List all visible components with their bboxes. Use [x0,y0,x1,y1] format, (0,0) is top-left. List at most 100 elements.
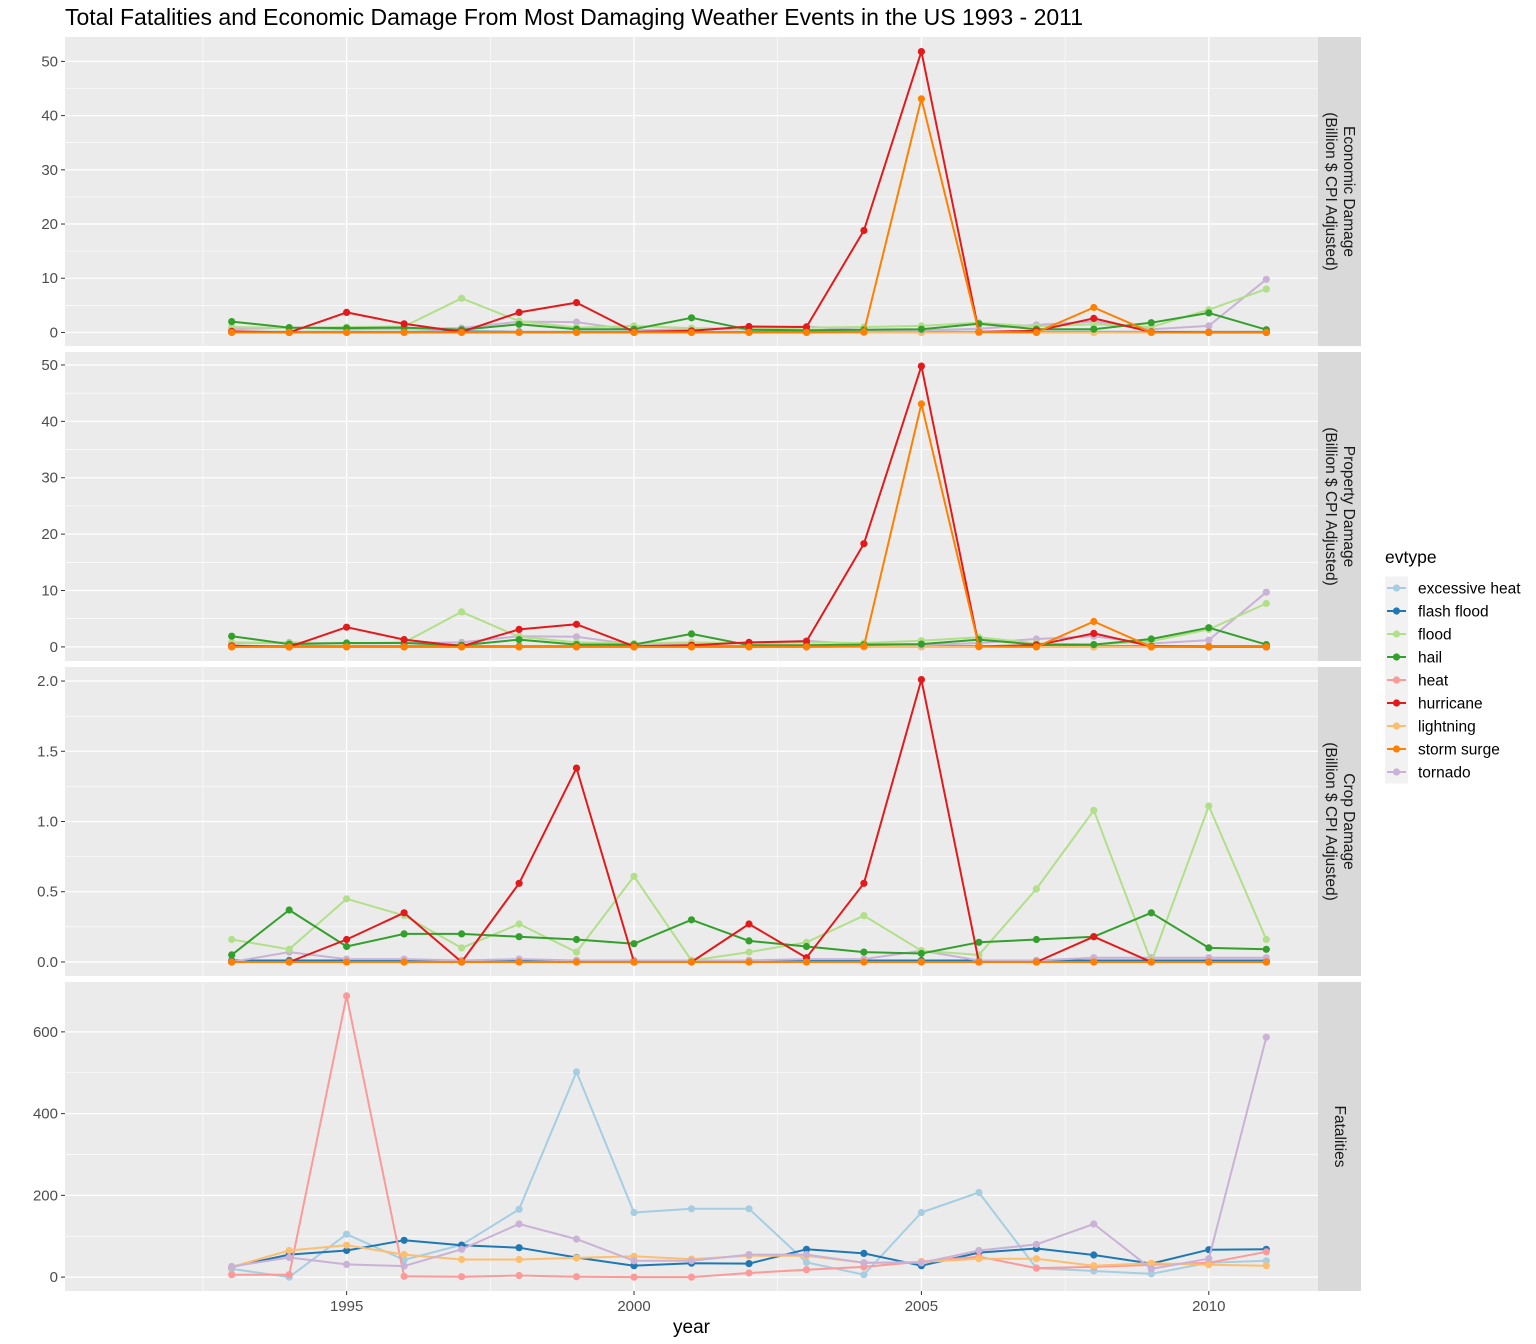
data-point-flood [1262,935,1270,944]
data-point-tornado [687,1257,696,1265]
data-point-hurricane [1090,629,1098,638]
data-point-excessive-heat [975,1188,983,1197]
data-point-storm-surge [400,328,408,336]
data-point-storm-surge [228,958,236,966]
data-point-storm-surge [1147,958,1155,966]
data-point-storm-surge [917,958,926,966]
data-point-hail [1090,641,1098,649]
data-point-flood [1090,806,1098,814]
data-point-flash-flood [860,1249,868,1257]
data-point-hail [1090,325,1098,333]
data-point-storm-surge [400,643,408,651]
data-point-storm-surge [1262,328,1270,336]
data-point-excessive-heat [917,1208,926,1217]
data-point-storm-surge [1090,958,1098,966]
data-point-heat [228,1271,236,1279]
data-point-hurricane [860,879,868,887]
data-point-hail [515,320,523,328]
data-point-tornado [1032,1240,1040,1248]
x-axis-title: year [673,1317,711,1338]
facet-strip-label: Property Damage [1340,446,1357,567]
data-point-storm-surge [458,958,466,966]
data-point-storm-surge [860,642,868,650]
data-point-storm-surge [687,643,696,651]
data-point-hail [1032,935,1040,944]
data-point-hail [975,938,983,946]
legend-label: storm surge [1418,742,1500,759]
data-point-storm-surge [975,642,983,650]
data-point-flood [458,608,466,616]
data-point-hail [687,916,696,924]
data-point-tornado [1205,322,1213,330]
data-point-hail [228,632,236,640]
y-tick-label: 200 [33,1187,58,1204]
legend-label: hail [1418,650,1442,667]
data-point-hail [285,906,293,914]
data-point-flash-flood [400,1236,408,1244]
panel-background-3 [65,982,1318,1291]
data-point-hail [687,314,696,322]
data-point-storm-surge [515,643,523,651]
data-point-storm-surge [572,643,581,651]
x-tick-label: 2000 [617,1298,650,1315]
data-point-flash-flood [343,1246,351,1255]
data-point-tornado [1262,275,1270,283]
data-point-heat [458,1273,466,1281]
data-point-flood [458,294,466,302]
data-point-hurricane [745,322,753,331]
data-point-lightning [1147,1259,1155,1267]
data-point-tornado [802,1251,811,1259]
data-point-heat [343,992,351,1000]
data-point-hail [1147,635,1155,643]
data-point-excessive-heat [687,1205,696,1213]
data-point-heat [400,1272,408,1280]
legend-key-point [1392,584,1401,592]
legend-label: heat [1418,673,1449,690]
data-point-hurricane [572,620,581,628]
data-point-flood [630,872,638,880]
legend-label: excessive heat [1418,581,1521,598]
data-point-hail [572,935,581,944]
data-point-hurricane [917,362,926,370]
data-point-excessive-heat [343,1230,351,1238]
legend-label: flood [1418,627,1452,644]
data-point-hurricane [572,764,581,772]
facet-strip-label: Economic Damage [1340,126,1357,257]
data-point-heat [285,1271,293,1279]
data-point-hurricane [343,623,351,631]
data-point-storm-surge [400,958,408,966]
data-point-storm-surge [343,958,351,966]
y-tick-label: 40 [41,413,58,430]
y-tick-label: 2.0 [37,673,58,690]
data-point-storm-surge [285,958,293,966]
data-point-storm-surge [1262,643,1270,651]
data-point-hail [1262,945,1270,953]
data-point-hail [745,937,753,945]
data-point-tornado [1090,1220,1098,1228]
facet-strip-label: Crop Damage [1340,773,1357,870]
data-point-hail [400,930,408,938]
data-point-storm-surge [458,643,466,651]
data-point-hail [1205,624,1213,632]
legend-key-point [1392,676,1401,684]
data-point-tornado [1205,1255,1213,1263]
data-point-hurricane [1090,314,1098,322]
data-point-heat [1262,1248,1270,1256]
data-point-tornado [1205,636,1213,644]
y-tick-label: 400 [33,1106,58,1123]
data-point-hurricane [572,299,581,307]
data-point-lightning [975,1255,983,1263]
data-point-storm-surge [745,958,753,966]
data-point-storm-surge [515,958,523,966]
legend-key-point [1392,745,1401,753]
data-point-hail [917,640,926,648]
y-tick-label: 50 [41,53,58,70]
data-point-heat [515,1271,523,1280]
data-point-flood [572,948,581,956]
data-point-hurricane [860,226,868,235]
facet-strip-label: (Billion $ CPI Adjusted) [1322,112,1339,271]
data-point-storm-surge [860,958,868,966]
data-point-flood [228,935,236,944]
data-point-storm-surge [343,643,351,651]
